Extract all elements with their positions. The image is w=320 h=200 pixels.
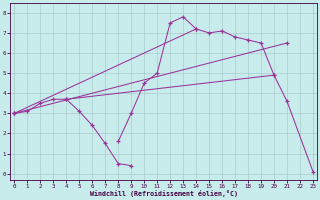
X-axis label: Windchill (Refroidissement éolien,°C): Windchill (Refroidissement éolien,°C) (90, 190, 238, 197)
